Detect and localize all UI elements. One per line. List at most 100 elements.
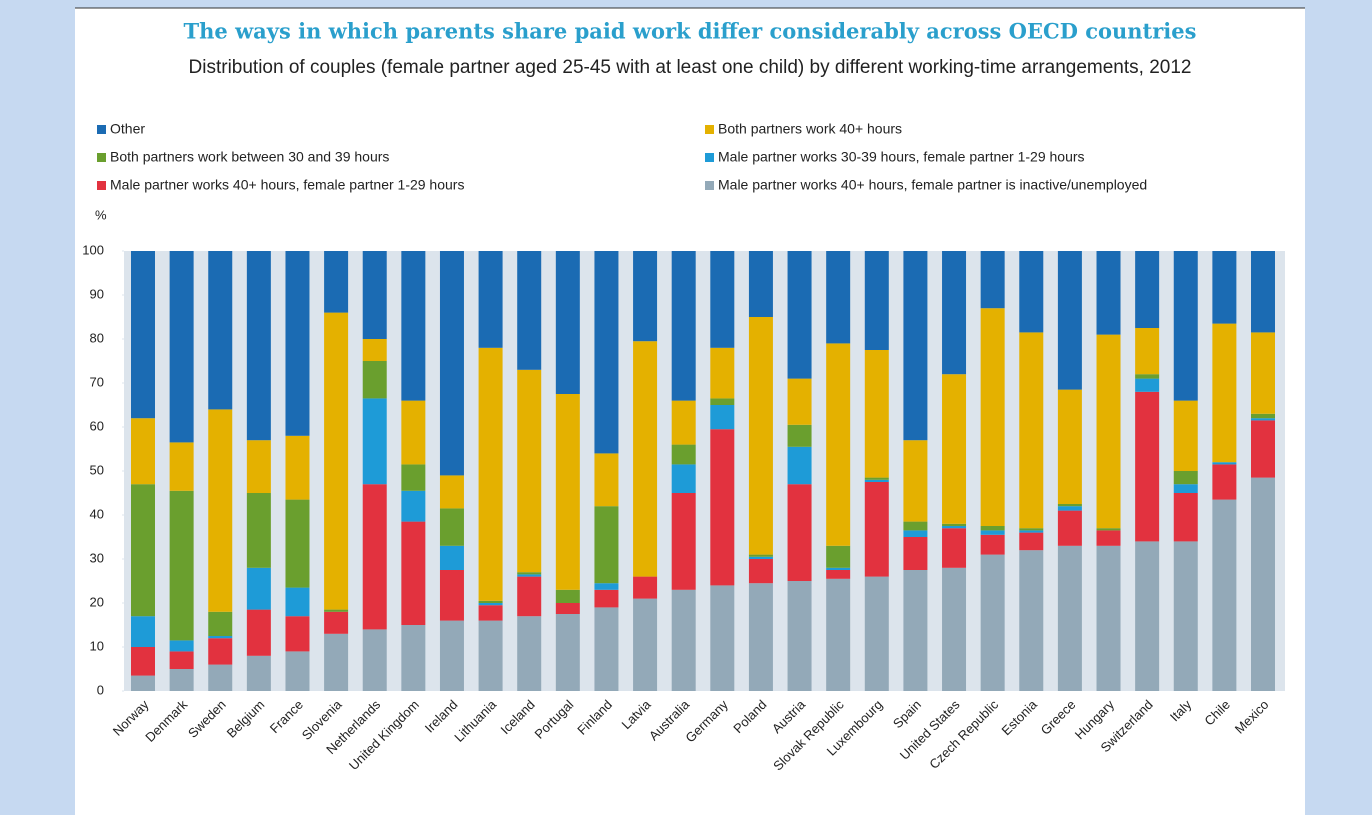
bar-segment — [787, 446, 812, 485]
bar-segment — [1135, 328, 1160, 375]
bar-segment — [1057, 251, 1082, 390]
bar-segment — [401, 251, 426, 401]
bar-segment — [826, 570, 851, 579]
bar-segment — [1096, 251, 1121, 335]
bar-segment — [942, 251, 967, 375]
bar-segment — [787, 378, 812, 425]
bar-segment — [555, 251, 580, 394]
chart-subtitle: Distribution of couples (female partner … — [188, 57, 1192, 78]
bar-segment — [131, 251, 155, 419]
y-tick-label: 80 — [90, 330, 104, 345]
bar-segment — [362, 339, 387, 361]
bar-segment — [748, 251, 773, 317]
bar-segment — [826, 251, 851, 344]
bar-segment — [1019, 532, 1044, 551]
bar-segment — [826, 545, 851, 568]
bar-segment — [1096, 334, 1121, 529]
bar-segment — [131, 418, 155, 485]
bar-segment — [517, 574, 542, 577]
chart-title: The ways in which parents share paid wor… — [184, 19, 1197, 44]
bar-segment — [903, 537, 928, 570]
bar-segment — [439, 475, 464, 509]
legend-label: Both partners work 40+ hours — [718, 121, 902, 137]
bar-segment — [787, 424, 812, 447]
bar-segment — [710, 405, 735, 430]
legend-swatch — [705, 181, 714, 190]
bar-segment — [980, 526, 1005, 531]
bar-segment — [633, 341, 658, 577]
bar-segment — [169, 442, 194, 491]
bar-segment — [478, 600, 503, 603]
bar-segment — [1019, 251, 1044, 333]
bar-segment — [942, 374, 967, 524]
bar-segment — [748, 317, 773, 555]
bar-segment — [1057, 510, 1082, 546]
y-tick-label: 60 — [90, 418, 104, 433]
bar-segment — [864, 576, 889, 691]
bar-segment — [864, 482, 889, 577]
bar-segment — [671, 493, 696, 590]
bar-segment — [439, 545, 464, 570]
bar-segment — [362, 629, 387, 691]
bar-segment — [285, 251, 310, 436]
bar-segment — [439, 508, 464, 546]
bar-segment — [169, 490, 194, 641]
bar-segment — [594, 589, 619, 608]
bar-segment — [942, 528, 967, 568]
bar-segment — [478, 251, 503, 348]
bar-segment — [594, 506, 619, 584]
bar-segment — [246, 609, 271, 656]
legend-swatch — [97, 153, 106, 162]
bar-segment — [131, 647, 155, 676]
bar-segment — [980, 534, 1005, 555]
subtitle-box: Distribution of couples (female partner … — [188, 57, 1192, 78]
bar-segment — [1096, 545, 1121, 691]
bar-segment — [555, 614, 580, 691]
bar-segment — [710, 347, 735, 399]
bar-segment — [208, 636, 233, 639]
bar-segment — [826, 343, 851, 546]
bar-segment — [1019, 550, 1044, 691]
bar-segment — [1173, 493, 1198, 542]
bar-segment — [401, 521, 426, 625]
y-tick-label: 90 — [90, 286, 104, 301]
bar-segment — [1173, 251, 1198, 401]
plot-area — [124, 251, 1285, 691]
bar-segment — [633, 598, 658, 691]
bar-segment — [748, 559, 773, 584]
bar-segment — [787, 581, 812, 691]
bar-segment — [1057, 545, 1082, 691]
bar-segment — [1173, 541, 1198, 691]
bar-segment — [439, 570, 464, 621]
bar-segment — [748, 583, 773, 691]
bar-segment — [1251, 477, 1275, 691]
bar-segment — [1135, 374, 1160, 379]
y-axis-label: % — [95, 207, 107, 222]
bar-segment — [826, 578, 851, 691]
legend-label: Male partner works 30-39 hours, female p… — [718, 149, 1085, 165]
bar-segment — [478, 605, 503, 621]
bar-segment — [208, 611, 233, 636]
bar-segment — [903, 570, 928, 691]
bar-segment — [980, 530, 1005, 535]
bar-segment — [555, 589, 580, 603]
bar-segment — [594, 251, 619, 454]
bar-segment — [1212, 464, 1237, 500]
bar-segment — [1173, 400, 1198, 471]
bar-segment — [285, 651, 310, 691]
bar-segment — [362, 484, 387, 630]
bar-segment — [1173, 484, 1198, 493]
bar-segment — [555, 603, 580, 614]
bar-segment — [710, 251, 735, 348]
y-tick-label: 70 — [90, 374, 104, 389]
bar-segment — [1096, 530, 1121, 546]
bar-segment — [633, 576, 658, 599]
bar-segment — [285, 435, 310, 500]
bar-segment — [903, 251, 928, 441]
bar-segment — [980, 251, 1005, 309]
bar-segment — [942, 523, 967, 526]
bar-segment — [401, 490, 426, 522]
y-tick-label: 0 — [97, 682, 104, 697]
